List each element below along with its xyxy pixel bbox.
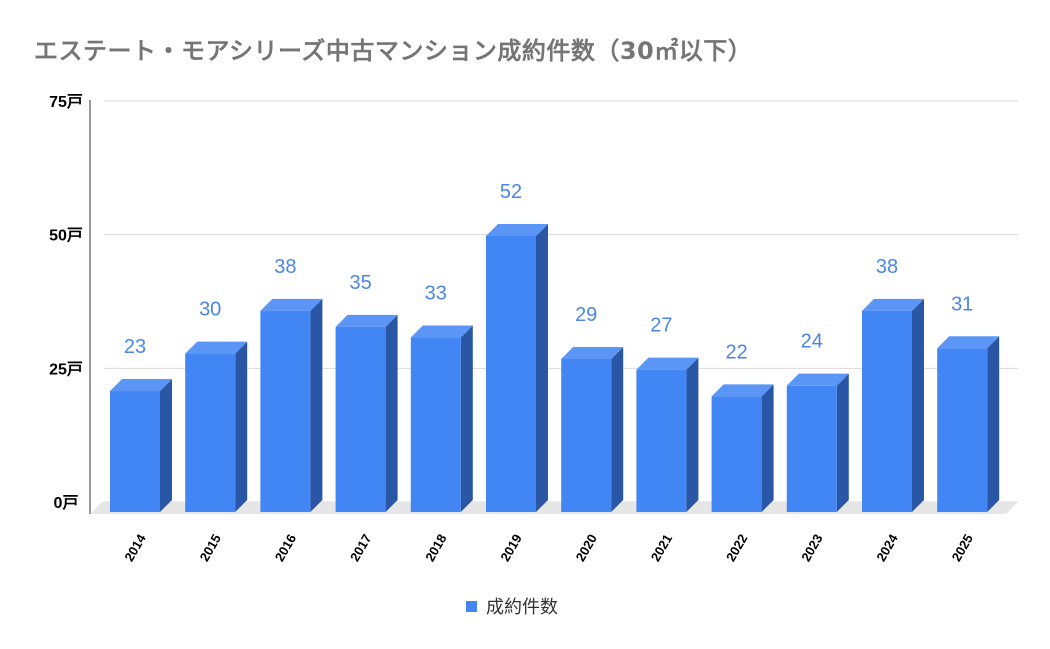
x-tick-label: 2014	[121, 531, 149, 564]
data-label: 35	[349, 272, 371, 294]
bar	[110, 391, 160, 512]
bar-side	[836, 373, 849, 512]
bar-side	[460, 325, 473, 512]
bar-top	[862, 298, 924, 311]
data-label: 27	[650, 315, 672, 337]
bar-top	[711, 384, 774, 397]
bar-side	[987, 336, 1000, 512]
data-label: 31	[951, 293, 973, 315]
x-tick-label: 2018	[422, 531, 449, 564]
x-tick-label: 2016	[272, 531, 299, 564]
y-tick-label: 50戸	[49, 227, 83, 245]
data-label: 52	[500, 181, 522, 203]
bar-top	[110, 379, 172, 392]
bar	[410, 337, 461, 512]
y-tick-label: 75戸	[49, 93, 83, 111]
bar	[486, 235, 536, 512]
chart-floor	[90, 502, 1018, 514]
legend-label: 成約件数	[486, 597, 558, 618]
y-tick-label: 0戸	[54, 494, 79, 512]
data-label: 22	[725, 341, 747, 363]
bar	[711, 396, 762, 512]
x-tick-label: 2015	[197, 531, 224, 564]
x-tick-label: 2017	[347, 531, 374, 564]
bar-side	[310, 298, 323, 512]
bar-top	[937, 336, 1000, 349]
x-tick-label: 2021	[648, 531, 675, 564]
chart-legend: 成約件数	[466, 593, 558, 619]
legend-swatch	[466, 600, 477, 612]
bar-side	[761, 384, 774, 512]
bar-top	[185, 341, 248, 354]
data-label: 29	[575, 304, 597, 326]
bar-top	[486, 223, 548, 236]
data-label: 23	[124, 336, 146, 358]
data-label: 24	[801, 331, 823, 353]
bar-side	[536, 223, 548, 512]
bar-top	[561, 346, 624, 359]
bar	[862, 310, 912, 512]
bar-side	[611, 346, 624, 512]
bar-side	[235, 341, 248, 512]
bar	[786, 385, 837, 512]
bar	[185, 353, 236, 512]
bar-top	[786, 373, 849, 386]
bar-side	[160, 379, 172, 512]
data-label: 38	[876, 256, 898, 278]
bar	[561, 358, 612, 512]
x-tick-label: 2025	[949, 531, 976, 564]
x-tick-label: 2023	[798, 531, 825, 564]
y-tick-label: 25戸	[49, 360, 83, 378]
bar-top	[410, 325, 473, 338]
bar-top	[636, 357, 699, 370]
x-tick-label: 2019	[497, 531, 524, 564]
bar	[937, 348, 988, 512]
data-label: 38	[274, 256, 296, 278]
bar-top	[260, 298, 323, 311]
x-tick-label: 2024	[873, 531, 901, 564]
data-label: 30	[199, 299, 221, 321]
chart-title: エステート・モアシリーズ中古マンション成約件数（30㎡以下）	[34, 37, 753, 65]
bar-side	[385, 314, 398, 512]
bar-side	[686, 357, 699, 512]
bar	[260, 310, 311, 512]
bar	[636, 369, 687, 512]
x-tick-label: 2022	[723, 531, 750, 564]
data-label: 33	[425, 283, 447, 305]
bar-side	[912, 298, 924, 512]
bar-top	[335, 314, 398, 327]
bar	[335, 326, 386, 512]
x-tick-label: 2020	[573, 531, 600, 564]
